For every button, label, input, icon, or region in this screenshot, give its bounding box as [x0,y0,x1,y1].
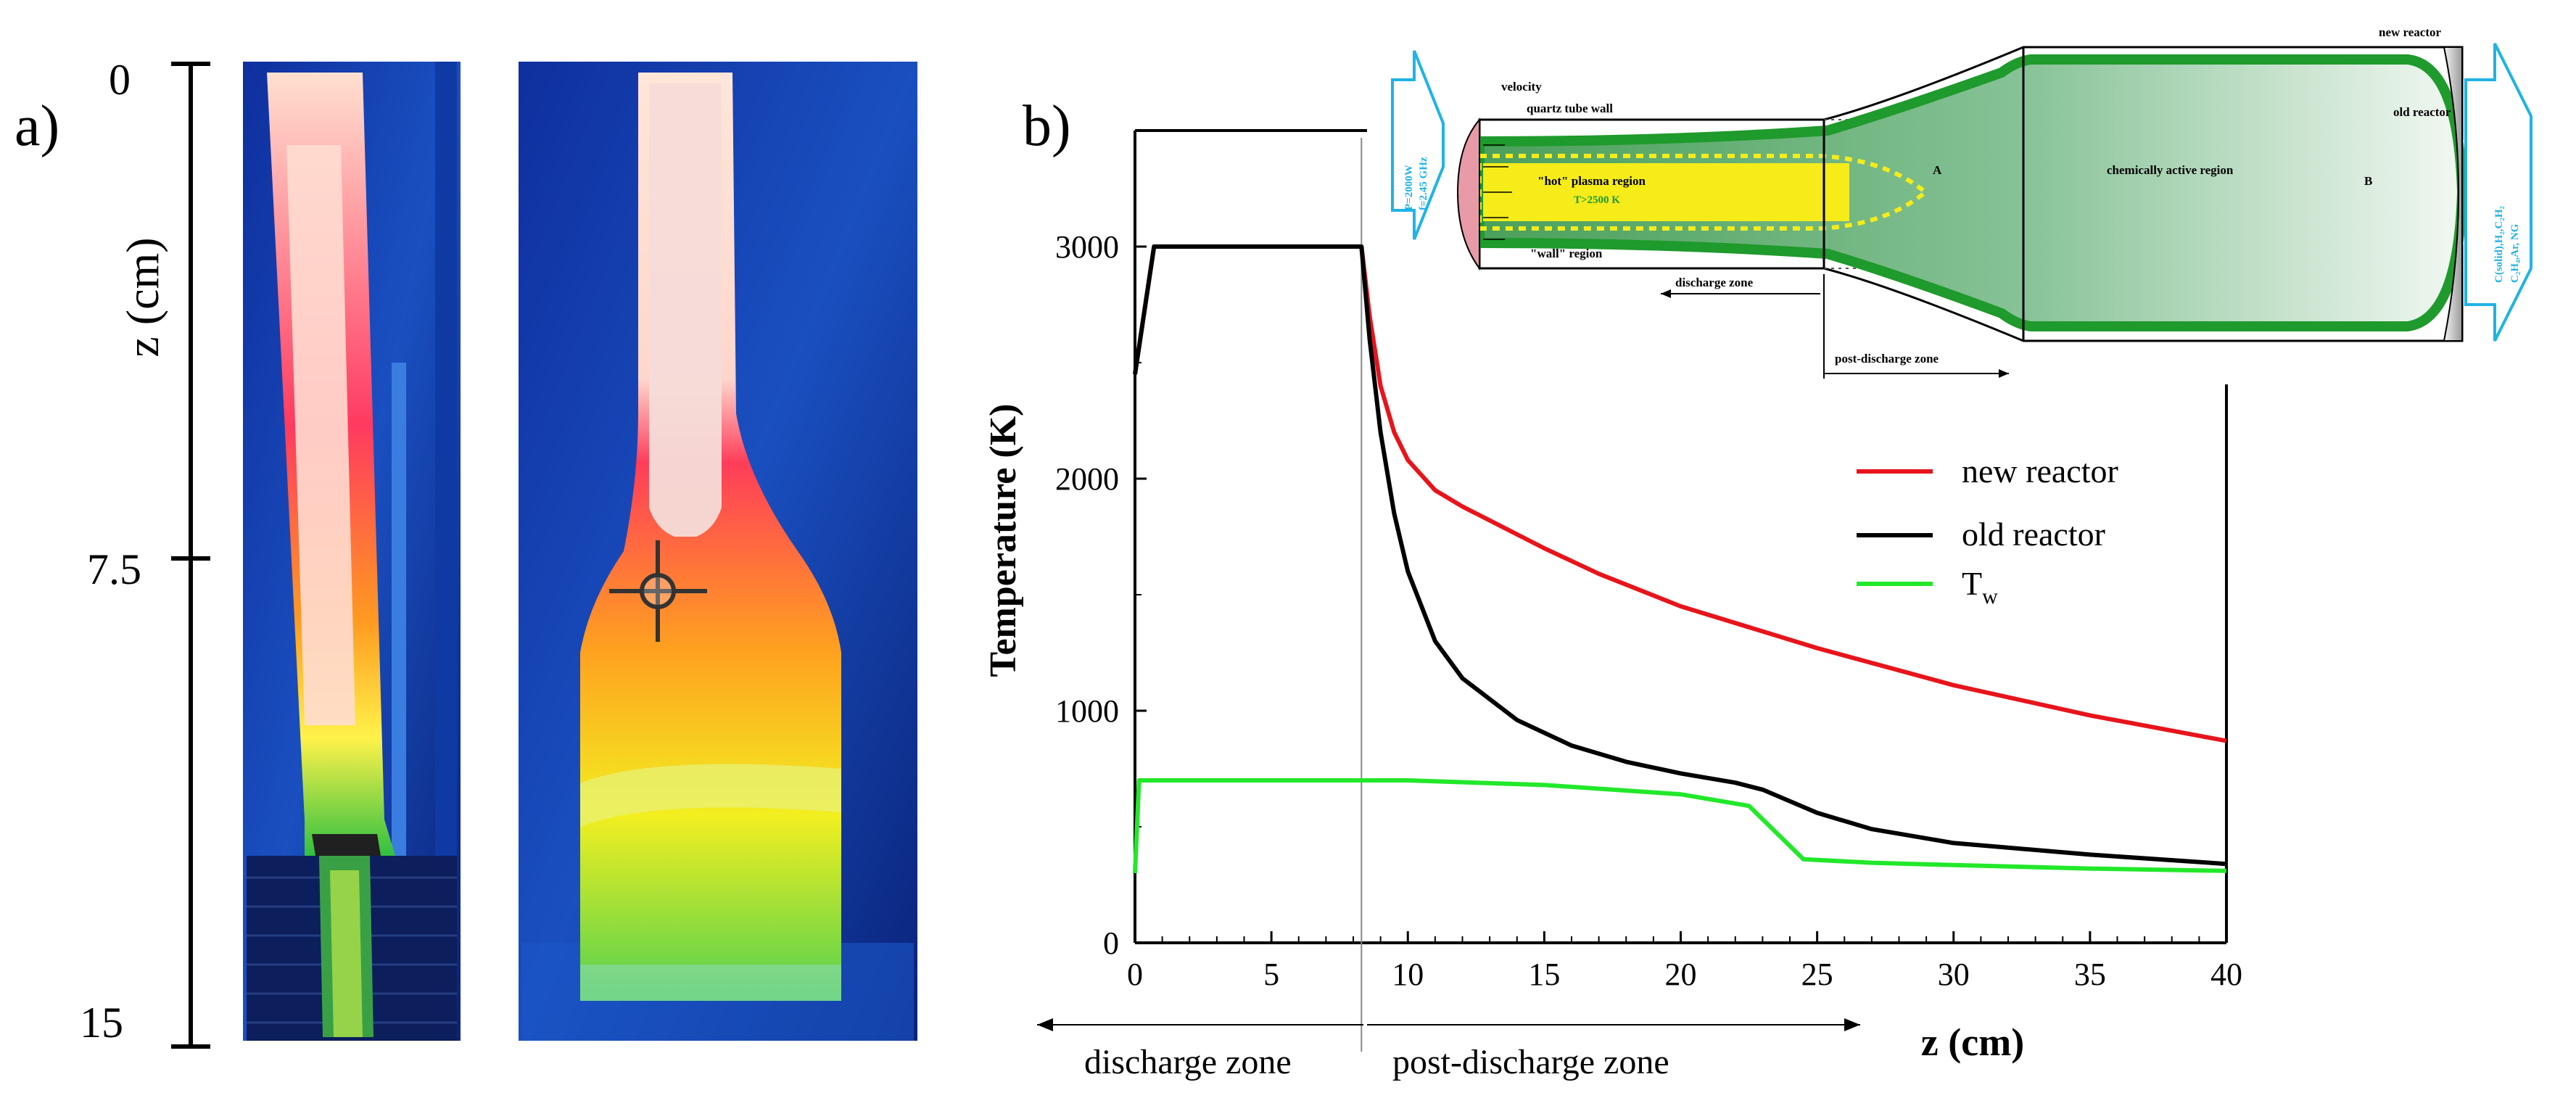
inset-post-discharge-label: post-discharge zone [1835,352,1939,366]
series-line-old-reactor [1133,244,2227,867]
y-tick-label: 2000 [1055,461,1119,497]
point-a-label: A [1933,163,1942,177]
y-tick-label: 1000 [1055,693,1119,729]
panel-a-label: a) [15,94,59,158]
x-tick-label: 0 [1127,957,1143,992]
quartz-wall-label: quartz tube wall [1527,102,1613,115]
x-tick-label: 25 [1801,957,1833,992]
x-tick-label: 30 [1938,957,1970,992]
panel-a: a) 0 7.5 15 z (cm) [15,56,917,1049]
panel-b: b) 0 5 10 15 20 25 30 35 40 0 1000 2000 3000 Temper… [983,25,2532,1081]
y-axis-ticks: 0 1000 2000 3000 [1055,229,1147,961]
x-tick-label: 40 [2210,957,2242,992]
post-discharge-zone-label: post-discharge zone [1392,1043,1669,1081]
thermal-image-new-reactor [519,62,917,1041]
post-discharge-zone-indicator: post-discharge zone [1367,1018,1860,1081]
x-tick-label: 10 [1392,957,1424,992]
inset-discharge-label: discharge zone [1675,276,1754,289]
thermal-image-old-reactor [243,62,461,1041]
series-lines [1133,244,2227,874]
wall-region-label: "wall" region [1530,247,1603,260]
x-axis-title: z (cm) [1921,1020,2024,1064]
legend-label-tw: Tw [1962,565,1998,608]
x-tick-label: 20 [1665,957,1697,992]
crosshair-marker [609,540,707,642]
x-tick-label: 5 [1263,957,1279,992]
panel-b-label: b) [1023,94,1071,158]
y-tick-label: 3000 [1055,229,1119,265]
discharge-zone-indicator: discharge zone [1037,1018,1363,1081]
x-tick-label: 15 [1528,957,1560,992]
inset-post-discharge-zone: post-discharge zone [1823,274,2009,379]
legend-label-old-reactor: old reactor [1962,516,2105,553]
scale-label-7.5: 7.5 [87,545,141,593]
products-label-1: C(solid),H₂,C₂H₂ [2493,206,2505,283]
y-tick-label: 0 [1103,925,1119,961]
series-line-t-w [1133,778,2227,874]
x-axis-ticks: 0 5 10 15 20 25 30 35 40 [1127,931,2242,992]
frequency-label: f=2.45 GHz [1418,157,1429,210]
discharge-zone-label: discharge zone [1084,1043,1292,1081]
new-reactor-label: new reactor [2379,25,2442,39]
legend-item-tw: Tw [1857,565,1998,608]
legend: new reactor old reactor Tw [1857,453,2118,608]
power-input-arrow: P=2000W f=2.45 GHz [1391,50,1445,240]
y-axis-title: Temperature (K) [983,404,1024,677]
scale-label-15: 15 [80,999,123,1047]
power-label: P=2000W [1403,165,1415,210]
old-reactor-label: old reactor [2393,105,2451,119]
scale-label-0: 0 [109,56,131,104]
x-tick-label: 35 [2074,957,2106,992]
velocity-label: velocity [1501,80,1542,94]
legend-item-old-reactor: old reactor [1857,516,2105,553]
inlet-cap [1456,117,1480,271]
products-label-2: C₂H₄,Ar, NG [2509,223,2521,283]
chemically-active-label: chemically active region [2107,163,2234,177]
inset-discharge-zone: discharge zone [1661,276,1820,298]
products-output-arrow: C(solid),H₂,C₂H₂ C₂H₄,Ar, NG [2464,43,2532,342]
reactor-diagram-inset: P=2000W f=2.45 GHz [1391,25,2532,379]
point-b-label: B [2364,174,2372,188]
temperature-label: T>2500 K [1574,194,1620,206]
z-axis-label: z (cm) [117,237,168,357]
legend-item-new-reactor: new reactor [1857,453,2118,490]
hot-plasma-label: "hot" plasma region [1537,174,1646,188]
outlet-cap [2443,46,2463,342]
hot-plasma-region [1483,163,1849,221]
legend-label-new-reactor: new reactor [1962,453,2118,490]
z-scale-bar: 0 7.5 15 z (cm) [80,56,210,1049]
